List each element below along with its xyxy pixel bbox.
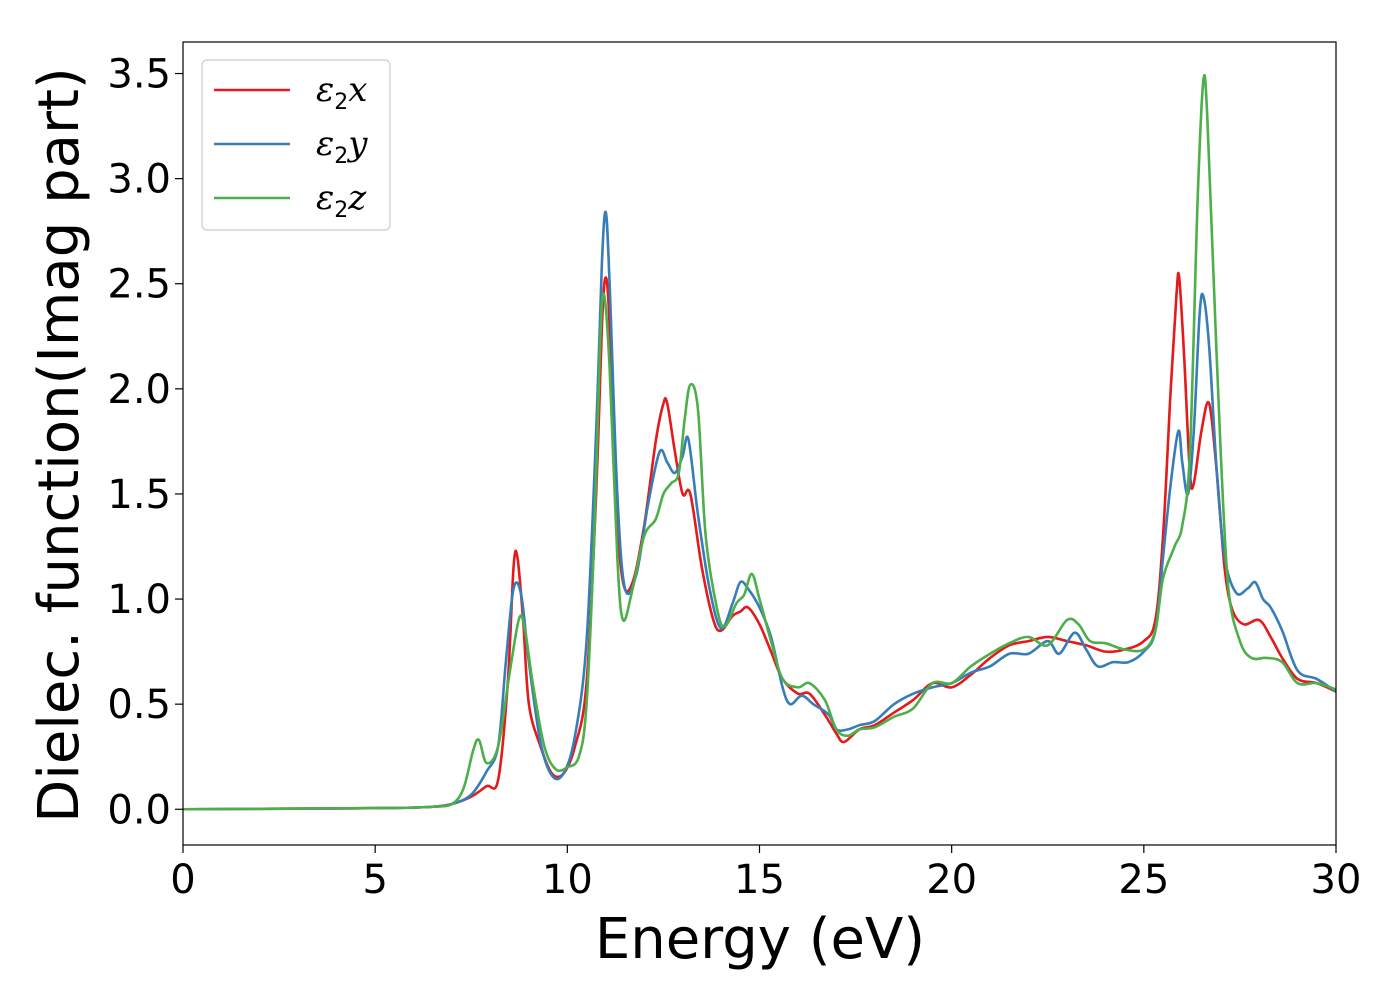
legend-box — [201, 59, 391, 231]
y-tick-label: 1.0 — [107, 577, 171, 623]
x-axis-ticks: 0 5 10 15 20 25 30 — [170, 845, 1361, 903]
series-line-x — [183, 271, 1336, 811]
y-axis-ticks: 0.0 0.5 1.0 1.5 2.0 2.5 3.0 3.5 — [107, 52, 183, 833]
y-tick-label: 2.0 — [107, 367, 171, 413]
y-tick-label: 1.5 — [107, 472, 171, 518]
y-tick-label: 3.5 — [107, 52, 171, 98]
legend-subscript: 2 — [334, 144, 348, 169]
legend-subscript: 2 — [334, 90, 348, 115]
x-tick-label: 30 — [1311, 857, 1362, 903]
y-tick-label: 3.0 — [107, 157, 171, 203]
legend-symbol: ε — [316, 178, 334, 218]
legend-subscript: 2 — [334, 198, 348, 223]
x-tick-label: 0 — [170, 857, 195, 903]
x-tick-label: 5 — [362, 857, 387, 903]
legend-symbol: ε — [316, 70, 334, 110]
y-tick-label: 2.5 — [107, 262, 171, 308]
x-axis-label: Energy (eV) — [595, 907, 925, 972]
series-lines — [183, 73, 1336, 811]
y-tick-label: 0.0 — [107, 787, 171, 833]
x-tick-label: 25 — [1118, 857, 1169, 903]
legend-label-x: ε2x — [316, 70, 367, 115]
y-axis-label: Dielec. function(Imag part) — [27, 67, 92, 823]
x-tick-label: 20 — [926, 857, 977, 903]
series-line-z — [183, 73, 1336, 811]
legend-variable: x — [348, 70, 367, 110]
legend-variable: y — [346, 124, 368, 164]
legend-variable: z — [347, 178, 367, 218]
legend-label-z: ε2z — [316, 178, 367, 223]
x-tick-label: 15 — [734, 857, 785, 903]
legend-label-y: ε2y — [316, 124, 368, 169]
y-tick-label: 0.5 — [107, 682, 171, 728]
x-tick-label: 10 — [542, 857, 593, 903]
series-line-y — [183, 210, 1336, 811]
legend-symbol: ε — [316, 124, 334, 164]
